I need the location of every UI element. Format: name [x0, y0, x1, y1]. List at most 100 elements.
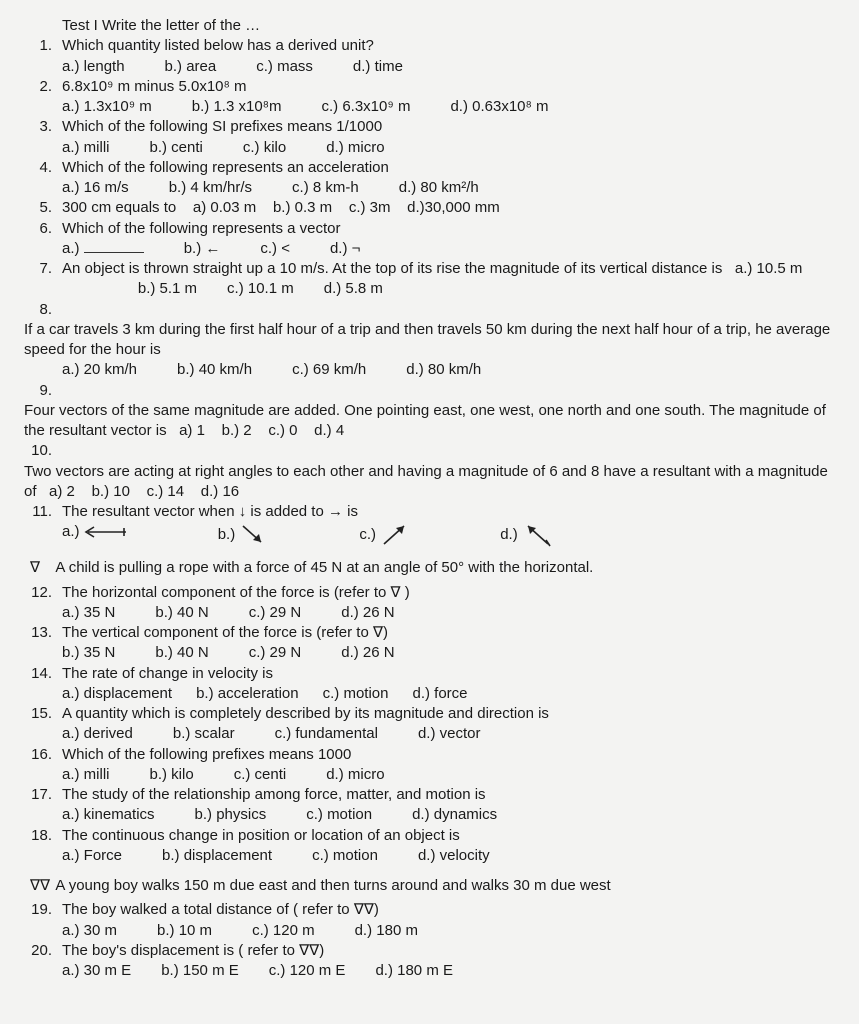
opt-a: a.) 30 m — [62, 921, 117, 941]
opt-c: c.) < — [260, 239, 290, 259]
arrow-left-icon — [84, 525, 128, 539]
opt-a: a.) derived — [62, 724, 133, 744]
opt-d: d.) force — [412, 684, 467, 704]
opt-b: b.) kilo — [150, 765, 194, 785]
opt-c: c.) 29 N — [249, 603, 302, 623]
q-stem: Which of the following SI prefixes means… — [62, 117, 835, 137]
q-num: 16. — [24, 745, 52, 765]
opt-a: a) 0.03 m — [193, 199, 256, 216]
q-stem: The boy walked a total distance of ( ref… — [62, 900, 835, 920]
opt-b: b.) 10 — [92, 483, 130, 500]
opt-b: b.) 4 km/hr/s — [169, 178, 252, 198]
q2-options: a.) 1.3x10⁹ m b.) 1.3 x10⁸m c.) 6.3x10⁹ … — [62, 97, 835, 117]
nabla-nabla-icon: ∇∇ — [30, 876, 52, 896]
q-stem: Which of the following prefixes means 10… — [62, 745, 835, 765]
question-15: 15. A quantity which is completely descr… — [24, 704, 835, 724]
opt-d: d.) dynamics — [412, 805, 497, 825]
opt-b: b.) 150 m E — [161, 961, 239, 981]
q-stem: 6.8x10⁹ m minus 5.0x10⁸ m — [62, 77, 835, 97]
opt-d: d.) ¬ — [330, 239, 360, 259]
opt-a: a.) 20 km/h — [62, 360, 137, 380]
opt-c: c.) fundamental — [275, 724, 378, 744]
opt-c: c.) 8 km-h — [292, 178, 359, 198]
opt-a: b.) 35 N — [62, 643, 115, 663]
q11-options: a.) b.) c.) d.) — [62, 522, 835, 548]
q8-options: a.) 20 km/h b.) 40 km/h c.) 69 km/h d.) … — [62, 360, 835, 380]
q13-options: b.) 35 N b.) 40 N c.) 29 N d.) 26 N — [62, 643, 835, 663]
question-12: 12. The horizontal component of the forc… — [24, 583, 835, 603]
q7-options: 10.5 m b.) 5.1 m c.) 10.1 m d.) 5.8 m — [62, 279, 835, 299]
opt-a: a.) 35 N — [62, 603, 115, 623]
q-stem: The rate of change in velocity is — [62, 664, 835, 684]
q-num: 20. — [24, 941, 52, 961]
question-19: 19. The boy walked a total distance of (… — [24, 900, 835, 920]
opt-b: b.) 5.1 m — [138, 279, 197, 299]
arrow-up-left-icon — [522, 522, 552, 548]
q-num: 15. — [24, 704, 52, 724]
q-stem: The vertical component of the force is (… — [62, 623, 835, 643]
opt-c: c.) kilo — [243, 138, 286, 158]
opt-c: c.) 14 — [147, 483, 185, 500]
q-stem: Two vectors are acting at right angles t… — [24, 463, 828, 500]
opt-b: b.) 1.3 x10⁸m — [192, 97, 282, 117]
opt-a: a.) displacement — [62, 684, 172, 704]
q3-options: a.) milli b.) centi c.) kilo d.) micro — [62, 138, 835, 158]
opt-a: a.) milli — [62, 765, 110, 785]
q-stem: If a car travels 3 km during the first h… — [24, 320, 835, 361]
question-4: 4. Which of the following represents an … — [24, 158, 835, 178]
question-3: 3. Which of the following SI prefixes me… — [24, 117, 835, 137]
opt-d: d.) 26 N — [341, 643, 394, 663]
opt-c: c.) 69 km/h — [292, 360, 366, 380]
q-stem: An object is thrown straight up a 10 m/s… — [62, 259, 835, 279]
opt-c: c.) motion — [323, 684, 389, 704]
opt-b: b.) displacement — [162, 846, 272, 866]
opt-d: d.) 180 m — [355, 921, 418, 941]
opt-c: c.) motion — [312, 846, 378, 866]
opt-b: b.) 2 — [222, 422, 252, 439]
opt-d: d.) 80 km/h — [406, 360, 481, 380]
opt-b: b.) physics — [195, 805, 267, 825]
question-13: 13. The vertical component of the force … — [24, 623, 835, 643]
q17-options: a.) kinematics b.) physics c.) motion d.… — [62, 805, 835, 825]
q-num: 2. — [24, 77, 52, 97]
opt-a: a.) — [62, 239, 144, 259]
opt-d: d.) time — [353, 57, 403, 77]
question-16: 16. Which of the following prefixes mean… — [24, 745, 835, 765]
q-num: 13. — [24, 623, 52, 643]
opt-b: b.) 40 N — [155, 603, 208, 623]
opt-d: d.) 4 — [314, 422, 344, 439]
opt-a: a.) — [62, 522, 128, 548]
opt-d: d.) micro — [326, 765, 384, 785]
opt-b: b.) 40 km/h — [177, 360, 252, 380]
opt-a: a) 2 — [49, 483, 75, 500]
opt-a: a.) 1.3x10⁹ m — [62, 97, 152, 117]
opt-d: d.) vector — [418, 724, 481, 744]
q15-options: a.) derived b.) scalar c.) fundamental d… — [62, 724, 835, 744]
opt-d: d.) 0.63x10⁸ m — [450, 97, 548, 117]
opt-c: c.) mass — [256, 57, 313, 77]
opt-d: d.) 180 m E — [375, 961, 453, 981]
opt-a: a.) milli — [62, 138, 110, 158]
q19-options: a.) 30 m b.) 10 m c.) 120 m d.) 180 m — [62, 921, 835, 941]
context-nabla-nabla: ∇∇ A young boy walks 150 m due east and … — [30, 876, 835, 896]
q-stem: The resultant vector when ↓ is added to … — [62, 502, 835, 522]
q-num: 14. — [24, 664, 52, 684]
opt-b: b.) — [218, 522, 270, 548]
q-num: 1. — [24, 36, 52, 56]
q-stem-inline: Two vectors are acting at right angles t… — [24, 462, 835, 503]
question-1: 1. Which quantity listed below has a der… — [24, 36, 835, 56]
opt-b: b.) acceleration — [196, 684, 299, 704]
opt-c: c.) — [359, 522, 410, 548]
opt-d: d.) 16 — [201, 483, 239, 500]
opt-d: d.) — [500, 522, 552, 548]
question-6: 6. Which of the following represents a v… — [24, 219, 835, 239]
opt-b: b.) 10 m — [157, 921, 212, 941]
q-stem: The study of the relationship among forc… — [62, 785, 835, 805]
q-num: 3. — [24, 117, 52, 137]
question-11: 11. The resultant vector when ↓ is added… — [24, 502, 835, 522]
opt-d: d.)30,000 mm — [407, 199, 500, 216]
q14-options: a.) displacement b.) acceleration c.) mo… — [62, 684, 835, 704]
opt-b: b.) scalar — [173, 724, 235, 744]
opt-d: d.) velocity — [418, 846, 490, 866]
nabla-icon: ∇ — [30, 558, 52, 578]
